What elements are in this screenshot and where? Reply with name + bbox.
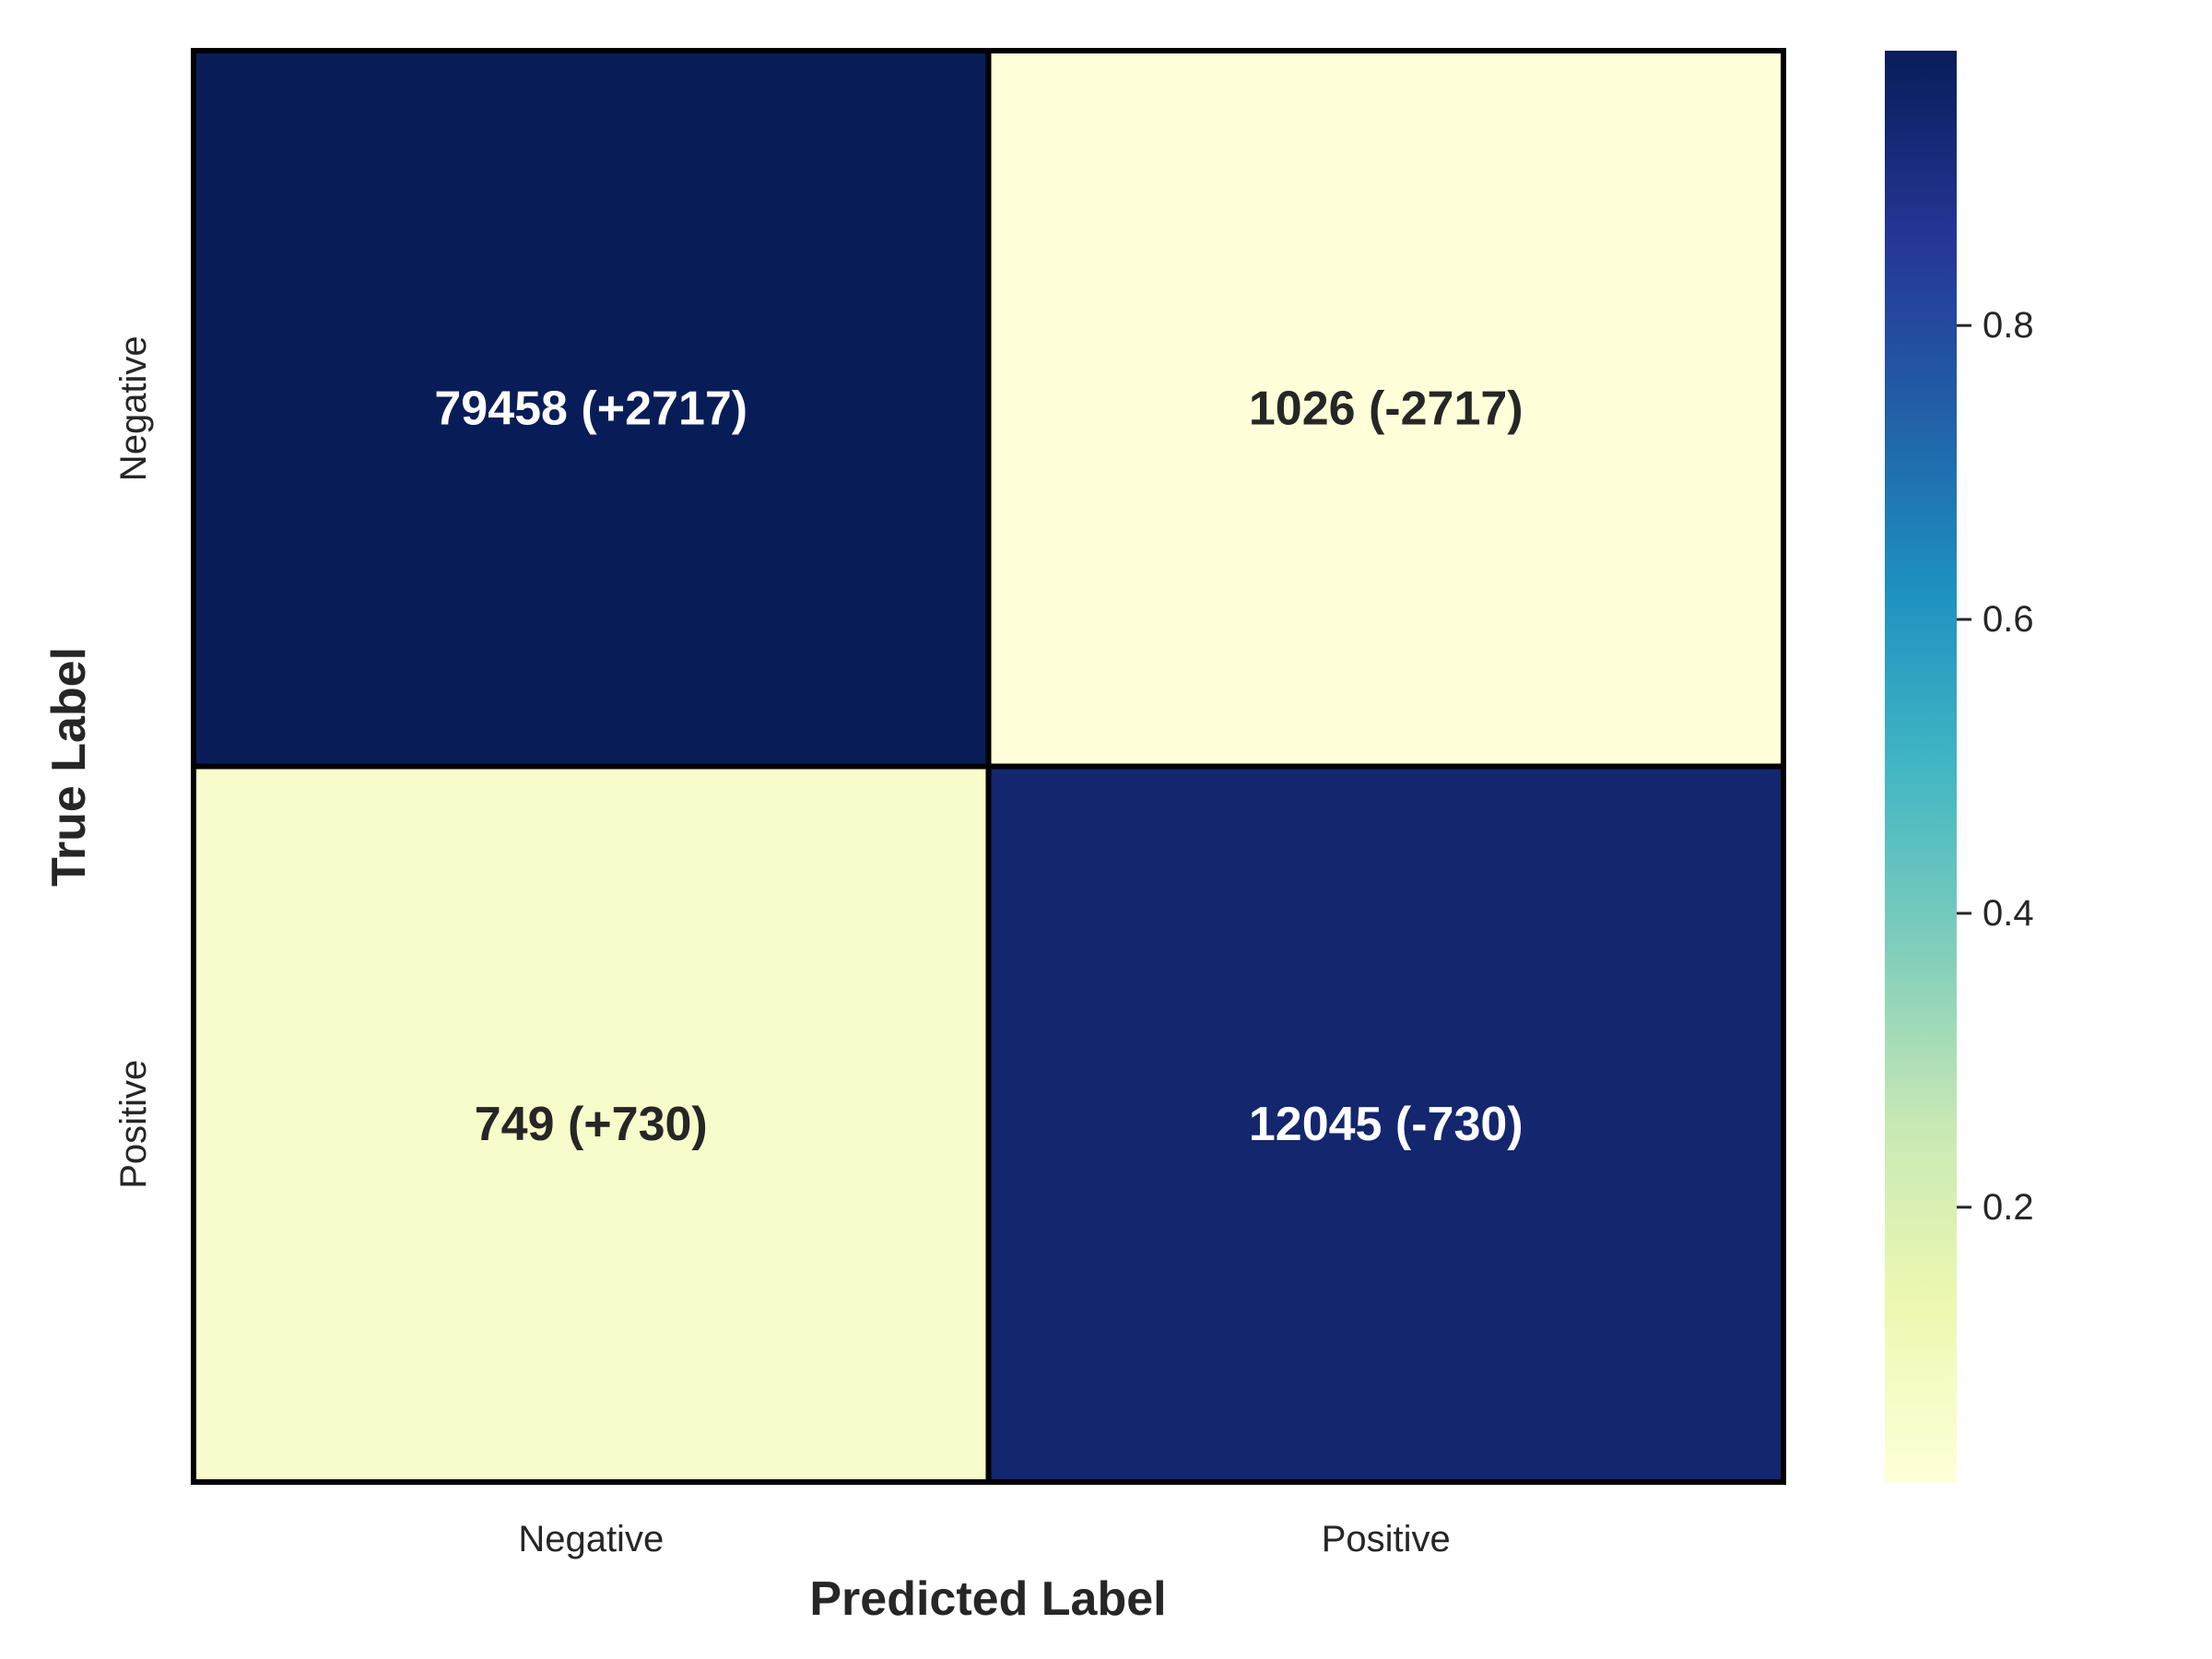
colorbar-tick-label: 0.2 — [1983, 1187, 2034, 1228]
colorbar-ticks: 0.2 0.4 0.6 0.8 — [1957, 305, 2034, 1228]
cell-value-label: 12045 (-730) — [1249, 1098, 1524, 1151]
plot-frame — [192, 49, 1785, 1484]
heatmap-cell — [191, 763, 992, 1485]
x-axis-title: Predicted Label — [809, 1572, 1166, 1626]
colorbar — [1885, 51, 1957, 1482]
heatmap-cells — [191, 48, 1786, 1485]
x-tick-label: Positive — [1322, 1519, 1451, 1559]
colorbar-tick-label: 0.6 — [1983, 599, 2034, 640]
heatmap-cell — [985, 48, 1786, 770]
heatmap-cell — [985, 763, 1786, 1485]
y-axis-title: True Label — [42, 647, 96, 887]
y-tick-labels: Negative Positive — [113, 335, 154, 1188]
x-tick-label: Negative — [518, 1519, 664, 1559]
colorbar-tick-label: 0.8 — [1983, 305, 2034, 346]
heatmap-cell — [191, 48, 992, 770]
y-tick-label: Negative — [113, 335, 154, 481]
cell-value-label: 1026 (-2717) — [1249, 382, 1524, 435]
colorbar-tick-label: 0.4 — [1983, 893, 2034, 934]
heatmap-cell-labels: 79458 (+2717) 1026 (-2717) 749 (+730) 12045… — [434, 382, 1523, 1151]
y-tick-label: Positive — [113, 1060, 154, 1189]
x-tick-labels: Negative Positive — [518, 1519, 1450, 1559]
cell-value-label: 749 (+730) — [475, 1098, 708, 1151]
cell-value-label: 79458 (+2717) — [434, 382, 747, 435]
